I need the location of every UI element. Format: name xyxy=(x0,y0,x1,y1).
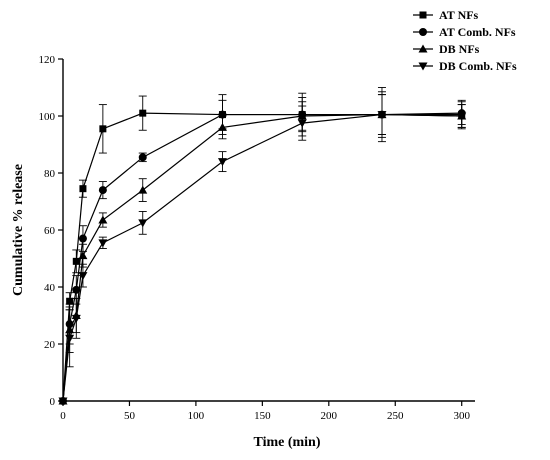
legend: AT NFs AT Comb. NFs DB NFs DB Comb. NFs xyxy=(413,8,517,73)
data-point xyxy=(377,111,387,120)
data-point xyxy=(78,234,87,243)
series-line xyxy=(62,113,462,402)
data-point xyxy=(138,185,148,194)
data-point xyxy=(98,215,108,224)
y-tick-label: 20 xyxy=(44,339,56,351)
series-line xyxy=(62,113,462,402)
data-point xyxy=(99,125,107,133)
x-tick-label: 300 xyxy=(453,410,470,422)
data-point xyxy=(78,251,88,260)
series-triangle-down xyxy=(58,94,467,406)
data-point xyxy=(66,297,74,305)
x-tick-label: 200 xyxy=(321,410,338,422)
legend-label: DB NFs xyxy=(439,42,480,56)
y-axis-label: Cumulative % release xyxy=(11,164,26,296)
y-tick-label: 0 xyxy=(50,396,56,408)
x-tick-label: 50 xyxy=(124,410,136,422)
data-point xyxy=(457,112,467,121)
data-point xyxy=(58,397,68,406)
data-point xyxy=(217,158,227,167)
y-tick-label: 40 xyxy=(44,282,56,294)
x-tick-label: 0 xyxy=(60,410,66,422)
data-point xyxy=(98,239,108,248)
data-point xyxy=(138,153,147,162)
legend-label: DB Comb. NFs xyxy=(439,59,517,73)
legend-marker xyxy=(419,28,427,36)
data-point xyxy=(218,110,227,119)
data-point xyxy=(71,314,81,323)
data-point xyxy=(65,334,75,343)
legend-marker xyxy=(418,44,428,53)
legend-marker xyxy=(418,62,428,71)
data-point xyxy=(98,186,107,195)
legend-label: AT Comb. NFs xyxy=(439,25,516,39)
x-tick-label: 100 xyxy=(188,410,205,422)
y-tick-label: 80 xyxy=(44,168,56,180)
legend-marker xyxy=(419,11,427,19)
data-point xyxy=(78,272,88,281)
y-tick-label: 120 xyxy=(39,54,56,66)
x-tick-label: 250 xyxy=(387,410,404,422)
legend-label: AT NFs xyxy=(439,8,479,22)
series-triangle-up xyxy=(58,94,467,405)
data-point xyxy=(72,257,80,265)
y-tick-label: 100 xyxy=(39,111,56,123)
data-point xyxy=(139,109,147,117)
x-tick-label: 150 xyxy=(254,410,271,422)
series-line xyxy=(62,112,462,402)
data-point xyxy=(217,122,227,131)
series-line xyxy=(62,112,462,402)
data-point xyxy=(79,185,87,193)
data-point xyxy=(138,219,148,228)
series-square xyxy=(59,87,466,405)
series-circle xyxy=(59,91,466,405)
data-point xyxy=(72,285,81,294)
y-tick-label: 60 xyxy=(44,225,56,237)
x-axis-label: Time (min) xyxy=(253,435,320,450)
data-point xyxy=(297,119,307,128)
